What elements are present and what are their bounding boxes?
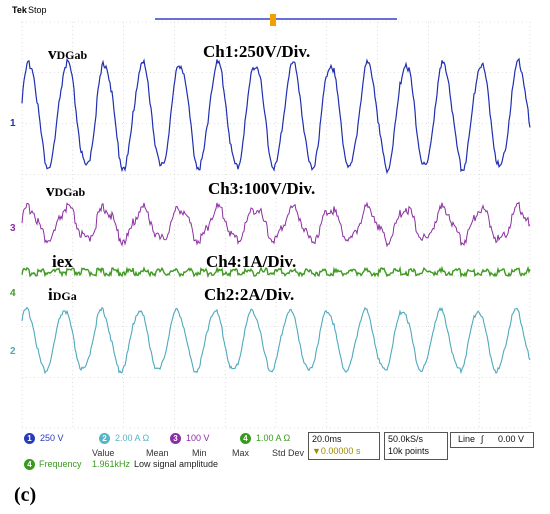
trigger-source: Line: [458, 434, 476, 444]
ch1-scale-label: Ch1:250V/Div.: [203, 42, 311, 61]
ch2-scale-label: Ch2:2A/Div.: [204, 285, 295, 304]
timebase-panel[interactable]: 20.0ms ▼0.00000 s: [308, 432, 380, 460]
stat-header-mean: Mean: [146, 448, 169, 458]
ch4-setting[interactable]: 4 1.00 A Ω: [238, 433, 320, 444]
ch4-value: 1.00 A Ω: [256, 433, 291, 443]
ch2-value: 2.00 A Ω: [115, 433, 150, 443]
measurement-name: Frequency: [39, 459, 82, 469]
measurement-channel-badge: 4: [24, 459, 35, 470]
ch2-marker[interactable]: 2: [10, 346, 16, 357]
stat-header-value: Value: [92, 448, 115, 458]
figure-caption: (c): [14, 484, 37, 506]
ch3-marker[interactable]: 3: [10, 223, 16, 234]
trigger-position-marker: [270, 14, 276, 26]
ch1-marker[interactable]: 1: [10, 118, 16, 129]
ch4-signal-label: iex: [52, 252, 73, 271]
channel-settings-bar: 1 250 V 2 2.00 A Ω 3 100 V 4 1.00 A Ω Va…: [22, 430, 432, 470]
ch3-value: 100 V: [186, 433, 210, 443]
ch1-waveform: [21, 57, 531, 175]
trigger-position: ▼0.00000 s: [312, 446, 361, 456]
ch3-scale-label: Ch3:100V/Div.: [208, 179, 316, 198]
ch4-scale-label: Ch4:1A/Div.: [206, 252, 297, 271]
trigger-level: 0.00 V: [498, 434, 525, 444]
ch2-badge: 2: [99, 433, 110, 444]
stat-header-max: Max: [232, 448, 250, 458]
timebase-value: 20.0ms: [312, 434, 342, 444]
stat-header-std-dev: Std Dev: [272, 448, 305, 458]
ch4-marker[interactable]: 4: [10, 288, 16, 299]
ch1-badge: 1: [24, 433, 35, 444]
ch2-signal-label: iDGa: [48, 285, 77, 304]
ch1-setting[interactable]: 1 250 V: [22, 433, 104, 444]
ch1-value: 250 V: [40, 433, 64, 443]
ch4-waveform: [21, 265, 531, 279]
acquisition-status: Stop: [28, 5, 47, 15]
ch3-badge: 3: [170, 433, 181, 444]
measurement-row[interactable]: 4 Frequency 1.961kHz Low signal amplitud…: [22, 459, 322, 470]
ch4-badge: 4: [240, 433, 251, 444]
record-length: 10k points: [388, 446, 430, 456]
brand-label: Tek: [12, 5, 27, 15]
ch2-setting[interactable]: 2 2.00 A Ω: [97, 433, 179, 444]
ch2-waveform: [21, 306, 531, 375]
ch1-signal-label: vDGab: [48, 44, 88, 63]
measurement-note: Low signal amplitude: [134, 459, 219, 469]
stat-header-min: Min: [192, 448, 207, 458]
measurement-value: 1.961kHz: [92, 459, 131, 469]
trigger-slope-icon: ∫: [481, 434, 484, 444]
ch3-setting[interactable]: 3 100 V: [168, 433, 250, 444]
sample-rate: 50.0kS/s: [388, 434, 424, 444]
acquisition-panel[interactable]: 50.0kS/s 10k points: [384, 432, 448, 460]
ch3-waveform: [21, 201, 531, 248]
trigger-panel[interactable]: Line ∫ 0.00 V: [450, 432, 534, 448]
ch3-signal-label: vDGab: [46, 181, 86, 200]
